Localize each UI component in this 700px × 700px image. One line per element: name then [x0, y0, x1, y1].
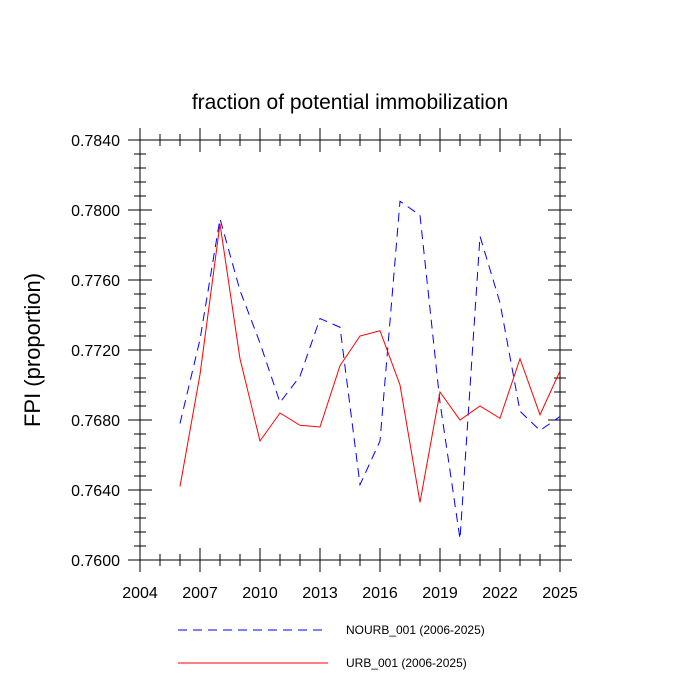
x-tick-label: 2004 — [122, 585, 158, 602]
chart-title: fraction of potential immobilization — [192, 91, 508, 114]
y-tick-label: 0.7760 — [71, 273, 120, 290]
y-tick-label: 0.7600 — [71, 553, 120, 570]
axis-tick-labels: 2004 2007 2010 2013 2016 2019 2022 2025 0.7600 0.… — [71, 133, 578, 602]
series-lines — [179, 200, 561, 540]
x-tick-label: 2022 — [482, 585, 518, 602]
legend-label-0: NOURB_001 (2006-2025) — [346, 623, 485, 637]
y-tick-label: 0.7720 — [71, 343, 120, 360]
y-axis-label: FPI (proportion) — [20, 273, 45, 427]
x-tick-label: 2013 — [302, 585, 338, 602]
axis-ticks — [128, 128, 572, 572]
series-line-0 — [179, 200, 561, 540]
y-tick-label: 0.7840 — [71, 133, 120, 150]
x-tick-label: 2019 — [422, 585, 458, 602]
y-tick-label: 0.7800 — [71, 203, 120, 220]
x-tick-label: 2016 — [362, 585, 398, 602]
legend-label-1: URB_001 (2006-2025) — [346, 656, 467, 670]
x-tick-label: 2025 — [542, 585, 578, 602]
y-tick-label: 0.7680 — [71, 413, 120, 430]
x-tick-label: 2010 — [242, 585, 278, 602]
series-line-1 — [179, 223, 561, 503]
y-tick-label: 0.7640 — [71, 483, 120, 500]
legend: NOURB_001 (2006-2025) URB_001 (2006-2025) — [178, 623, 485, 670]
x-tick-label: 2007 — [182, 585, 218, 602]
